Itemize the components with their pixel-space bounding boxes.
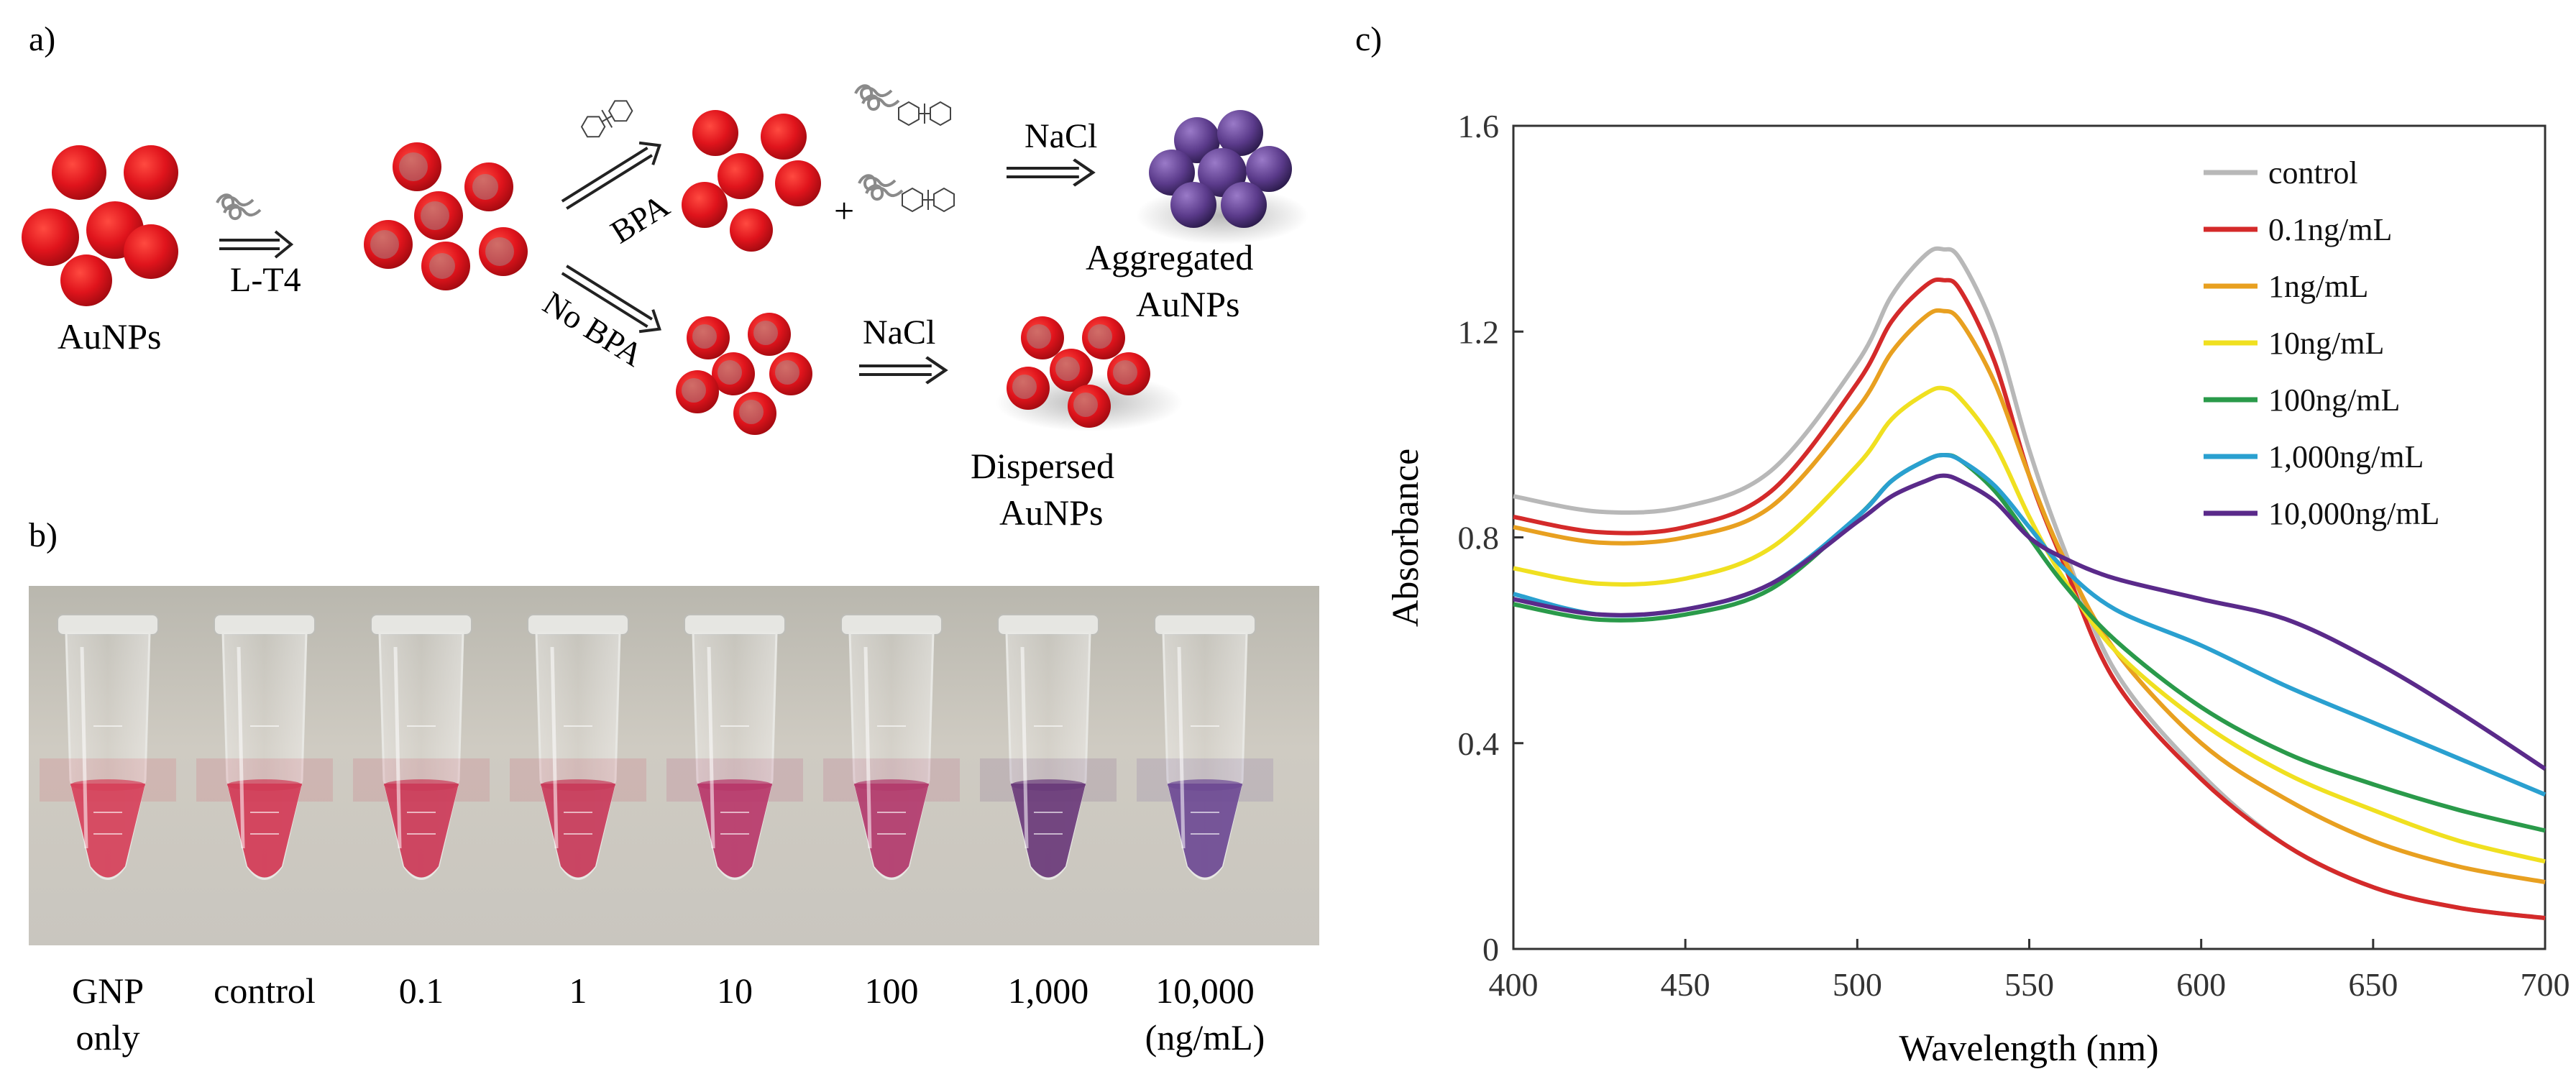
aunp-cluster-released (682, 110, 821, 252)
series-lines (1513, 246, 2547, 921)
aggregated-aunps (1136, 110, 1308, 244)
panel-a-label: a) (29, 20, 55, 58)
arrow-lt4 (218, 230, 293, 259)
aptamer-bpa-complex-bottom (858, 174, 955, 212)
series-line (1513, 473, 2547, 771)
aptamer-bpa-complex-top (854, 84, 951, 126)
arrow-no-bpa (561, 265, 661, 334)
tube-label-line2: only (76, 1017, 140, 1057)
aunp-cluster-coated (364, 142, 528, 290)
arrow-nacl-top (1007, 160, 1093, 185)
tube-label: 10 (717, 971, 753, 1011)
tube-labels: GNP only control 0.1 1 10 100 1,000 10,000 (ng/mL… (72, 971, 1265, 1057)
x-tick-label: 400 (1489, 966, 1539, 1003)
y-tick-label: 0.4 (1458, 725, 1500, 762)
tube-liquid (384, 784, 459, 878)
tube-label: 0.1 (399, 971, 444, 1011)
tube-label-line2: (ng/mL) (1145, 1017, 1265, 1057)
x-tick-label: 700 (2521, 966, 2570, 1003)
y-tick-label: 0.8 (1458, 520, 1500, 556)
tube-label: 1 (569, 971, 587, 1011)
panel-b: b) GNP only control 0.1 1 10 100 1,000 10,000 (ng… (29, 516, 1319, 1057)
nacl-top-label: NaCl (1025, 117, 1097, 155)
tube-label: 10,000 (1155, 971, 1255, 1011)
tube-label: 100 (865, 971, 919, 1011)
panel-b-label: b) (29, 516, 58, 554)
tube-label: GNP (72, 971, 144, 1011)
tube-label: 1,000 (1008, 971, 1089, 1011)
tube (353, 614, 490, 880)
dispersed-label-line2: AuNPs (999, 492, 1103, 533)
tube-row (40, 614, 1273, 880)
x-axis-label: Wavelength (nm) (1899, 1028, 2158, 1069)
legend-label: 1,000ng/mL (2268, 439, 2424, 474)
lt4-label: L-T4 (230, 261, 301, 299)
series-line (1513, 308, 2546, 884)
no-bpa-label: No BPA (537, 284, 650, 373)
legend-label: 10ng/mL (2268, 326, 2384, 361)
tube-label: control (214, 971, 316, 1011)
tube (980, 614, 1117, 880)
aunp-cluster-no-bpa (676, 313, 812, 435)
aggregated-label-line2: AuNPs (1136, 284, 1239, 324)
plus-sign: + (834, 191, 854, 231)
tube (510, 614, 646, 880)
panel-a: a) AuNPs L-T4 (22, 20, 1308, 533)
aunps-label: AuNPs (58, 316, 161, 357)
absorbance-chart: 0 0.4 0.8 1.2 1.6 400 450 500 550 600 650 700 cont… (1385, 108, 2570, 1069)
x-tick-label: 550 (2004, 966, 2054, 1003)
tube (823, 614, 960, 880)
arrow-bpa (561, 141, 661, 210)
arrow-nacl-bottom (859, 357, 945, 383)
tube (666, 614, 803, 880)
nacl-bottom-label: NaCl (863, 313, 935, 352)
x-tick-label: 450 (1661, 966, 1710, 1003)
bpa-molecule-icon (578, 95, 636, 143)
x-axis: 400 450 500 550 600 650 700 (1489, 939, 2570, 1003)
tube-liquid (854, 784, 929, 878)
series-line (1513, 277, 2546, 921)
tube-liquid (697, 784, 772, 878)
tube-liquid (1011, 784, 1086, 878)
y-tick-label: 1.2 (1458, 313, 1500, 350)
legend: control 0.1ng/mL 1ng/mL 10ng/mL 100ng/mL 1,00… (2204, 155, 2439, 531)
y-tick-label: 0 (1482, 931, 1499, 968)
tube-liquid (227, 784, 302, 878)
series-line (1513, 385, 2546, 864)
tube-liquid (1168, 784, 1242, 878)
panel-c-label: c) (1355, 20, 1382, 58)
y-axis: 0 0.4 0.8 1.2 1.6 (1458, 108, 1523, 968)
legend-label: 10,000ng/mL (2268, 496, 2439, 531)
y-axis-label: Absorbance (1385, 449, 1426, 627)
x-tick-label: 650 (2348, 966, 2398, 1003)
aunp-cluster-initial (22, 145, 178, 306)
tube-liquid (70, 784, 145, 878)
y-tick-label: 1.6 (1458, 108, 1500, 144)
x-tick-label: 500 (1833, 966, 1882, 1003)
series-line (1513, 452, 2546, 833)
tube (196, 614, 333, 880)
tube-liquid (541, 784, 615, 878)
tube (40, 614, 176, 880)
aggregated-label-line1: Aggregated (1086, 237, 1253, 277)
aptamer-icon (216, 193, 262, 221)
bpa-label: BPA (604, 187, 675, 250)
legend-label: 1ng/mL (2268, 269, 2368, 304)
legend-label: 100ng/mL (2268, 382, 2400, 418)
dispersed-aunps (996, 316, 1183, 431)
dispersed-label-line1: Dispersed (971, 446, 1114, 486)
x-tick-label: 600 (2176, 966, 2226, 1003)
tube (1137, 614, 1273, 880)
legend-label: 0.1ng/mL (2268, 212, 2392, 247)
legend-label: control (2268, 155, 2358, 191)
panel-c: c) 0 0.4 0.8 1.2 1.6 400 450 500 550 600 650 700 c… (1355, 20, 2570, 1069)
